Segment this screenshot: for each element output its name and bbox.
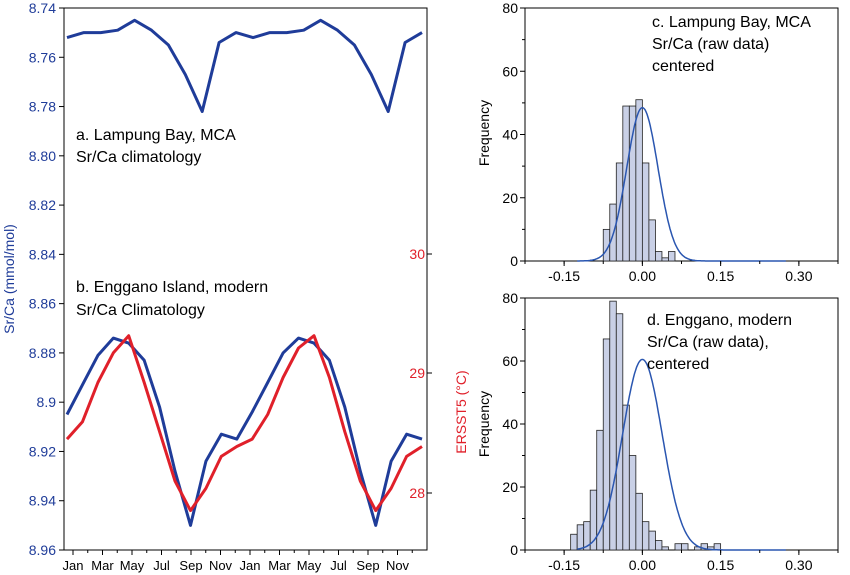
histogram-bar [641, 521, 650, 551]
x-tick-label: Sep [356, 558, 379, 573]
series-a-line [66, 18, 423, 113]
x-tick-label: Jan [63, 558, 84, 573]
annotation-a-line2: Sr/Ca climatology [76, 149, 201, 166]
histogram-panel-c: 0 20 40 60 80 -0.15 0.00 0.15 0.30 Frequency c. La… [476, 0, 839, 284]
x-tick-label: 0.15 [707, 268, 734, 284]
y-tick-label: 40 [502, 127, 518, 143]
y-tick-label: 20 [502, 479, 518, 495]
histogram-bar [641, 162, 650, 262]
annotation-a-line1: a. Lampung Bay, MCA [76, 127, 236, 144]
y2-tick-label: 29 [409, 365, 425, 381]
annotation-line: Sr/Ca (raw data) [652, 36, 769, 53]
histogram-bar [648, 530, 656, 551]
x-tick-label: 0.30 [785, 268, 812, 284]
plot-frame [63, 7, 428, 551]
annotation-line: c. Lampung Bay, MCA [652, 14, 811, 31]
x-tick-label: 0.30 [785, 557, 812, 573]
x-tick-label: -0.15 [548, 268, 580, 284]
histogram-bar [648, 219, 656, 262]
histogram-bar [661, 257, 669, 262]
annotation-b-line2: Sr/Ca Climatology [76, 302, 205, 319]
histogram-bar [628, 105, 637, 262]
histogram-bar [681, 543, 689, 551]
x-tick-label: May [297, 558, 322, 573]
y-tick-label: 8.94 [29, 493, 56, 509]
histogram-bar [635, 492, 643, 551]
y-tick-label: 8.80 [29, 148, 56, 164]
annotation-b-line1: b. Enggano Island, modern [76, 279, 268, 296]
x-tick-label: Nov [386, 558, 410, 573]
y2-tick-label: 30 [409, 246, 425, 262]
y-tick-label: 40 [502, 416, 518, 432]
x-tick-label: Jan [240, 558, 261, 573]
histogram-bar [570, 533, 578, 551]
normal-fit-curve [577, 358, 786, 551]
x-tick-label: Nov [209, 558, 233, 573]
y-axis-label: Frequency [476, 391, 492, 457]
y2-axis-label: ERSST5 (°C) [453, 370, 469, 453]
y-tick-label: 8.76 [29, 49, 56, 65]
y-tick-label: 8.88 [29, 345, 56, 361]
histogram-bar [661, 546, 669, 551]
x-tick-label: Mar [91, 558, 114, 573]
histogram-bar [655, 540, 663, 551]
y-tick-label: 20 [502, 190, 518, 206]
y-tick-label: 80 [502, 290, 518, 306]
y-tick-label: 80 [502, 0, 518, 16]
y-tick-label: 0 [510, 253, 518, 269]
y-tick-label: 8.78 [29, 99, 56, 115]
series-b-line [65, 336, 423, 527]
x-tick-label: -0.15 [548, 557, 580, 573]
y-tick-label: 8.74 [29, 0, 56, 16]
annotation-line: centered [652, 58, 714, 75]
y-tick-label: 60 [502, 63, 518, 79]
x-tick-label: Mar [268, 558, 291, 573]
histogram-bar [576, 524, 585, 551]
histogram-bar [609, 300, 617, 551]
y-axis-label: Sr/Ca (mmol/mol) [1, 224, 17, 334]
annotation-line: centered [647, 356, 709, 373]
histogram-panel-d: 0 20 40 60 80 -0.15 0.00 0.15 0.30 Frequency d. En… [476, 290, 839, 573]
y-tick-label: 8.92 [29, 443, 56, 459]
histogram-bar [674, 543, 682, 551]
histogram-bar [655, 251, 663, 262]
histogram-bar [628, 455, 637, 551]
y-tick-label: 8.86 [29, 296, 56, 312]
annotation-line: d. Enggano, modern [647, 312, 792, 329]
x-tick-label: May [120, 558, 145, 573]
x-tick-label: Jul [330, 558, 347, 573]
x-tick-label: Jul [153, 558, 170, 573]
y-tick-label: 0 [510, 542, 518, 558]
y-tick-label: 8.96 [29, 542, 56, 558]
y-axis-label: Frequency [476, 100, 492, 166]
x-tick-label: 0.00 [629, 557, 656, 573]
climatology-panel: 8.74 8.76 8.78 8.80 8.82 8.84 8.86 8.88 8.9 8.92 8… [1, 0, 469, 573]
x-tick-label: 0.00 [629, 268, 656, 284]
histogram-bar [615, 162, 624, 262]
normal-fit-curve [577, 106, 786, 262]
annotation-line: Sr/Ca (raw data), [647, 334, 769, 351]
histogram-bar [668, 251, 676, 262]
y-tick-label: 8.82 [29, 197, 56, 213]
x-tick-label: 0.15 [707, 557, 734, 573]
histogram-bar [635, 99, 643, 262]
y2-tick-label: 28 [409, 485, 425, 501]
y-tick-label: 8.9 [37, 394, 57, 410]
y-tick-label: 8.84 [29, 246, 56, 262]
histogram-bar [615, 313, 624, 551]
series-sst-line [65, 334, 423, 513]
x-tick-label: Sep [179, 558, 202, 573]
y-tick-label: 60 [502, 353, 518, 369]
